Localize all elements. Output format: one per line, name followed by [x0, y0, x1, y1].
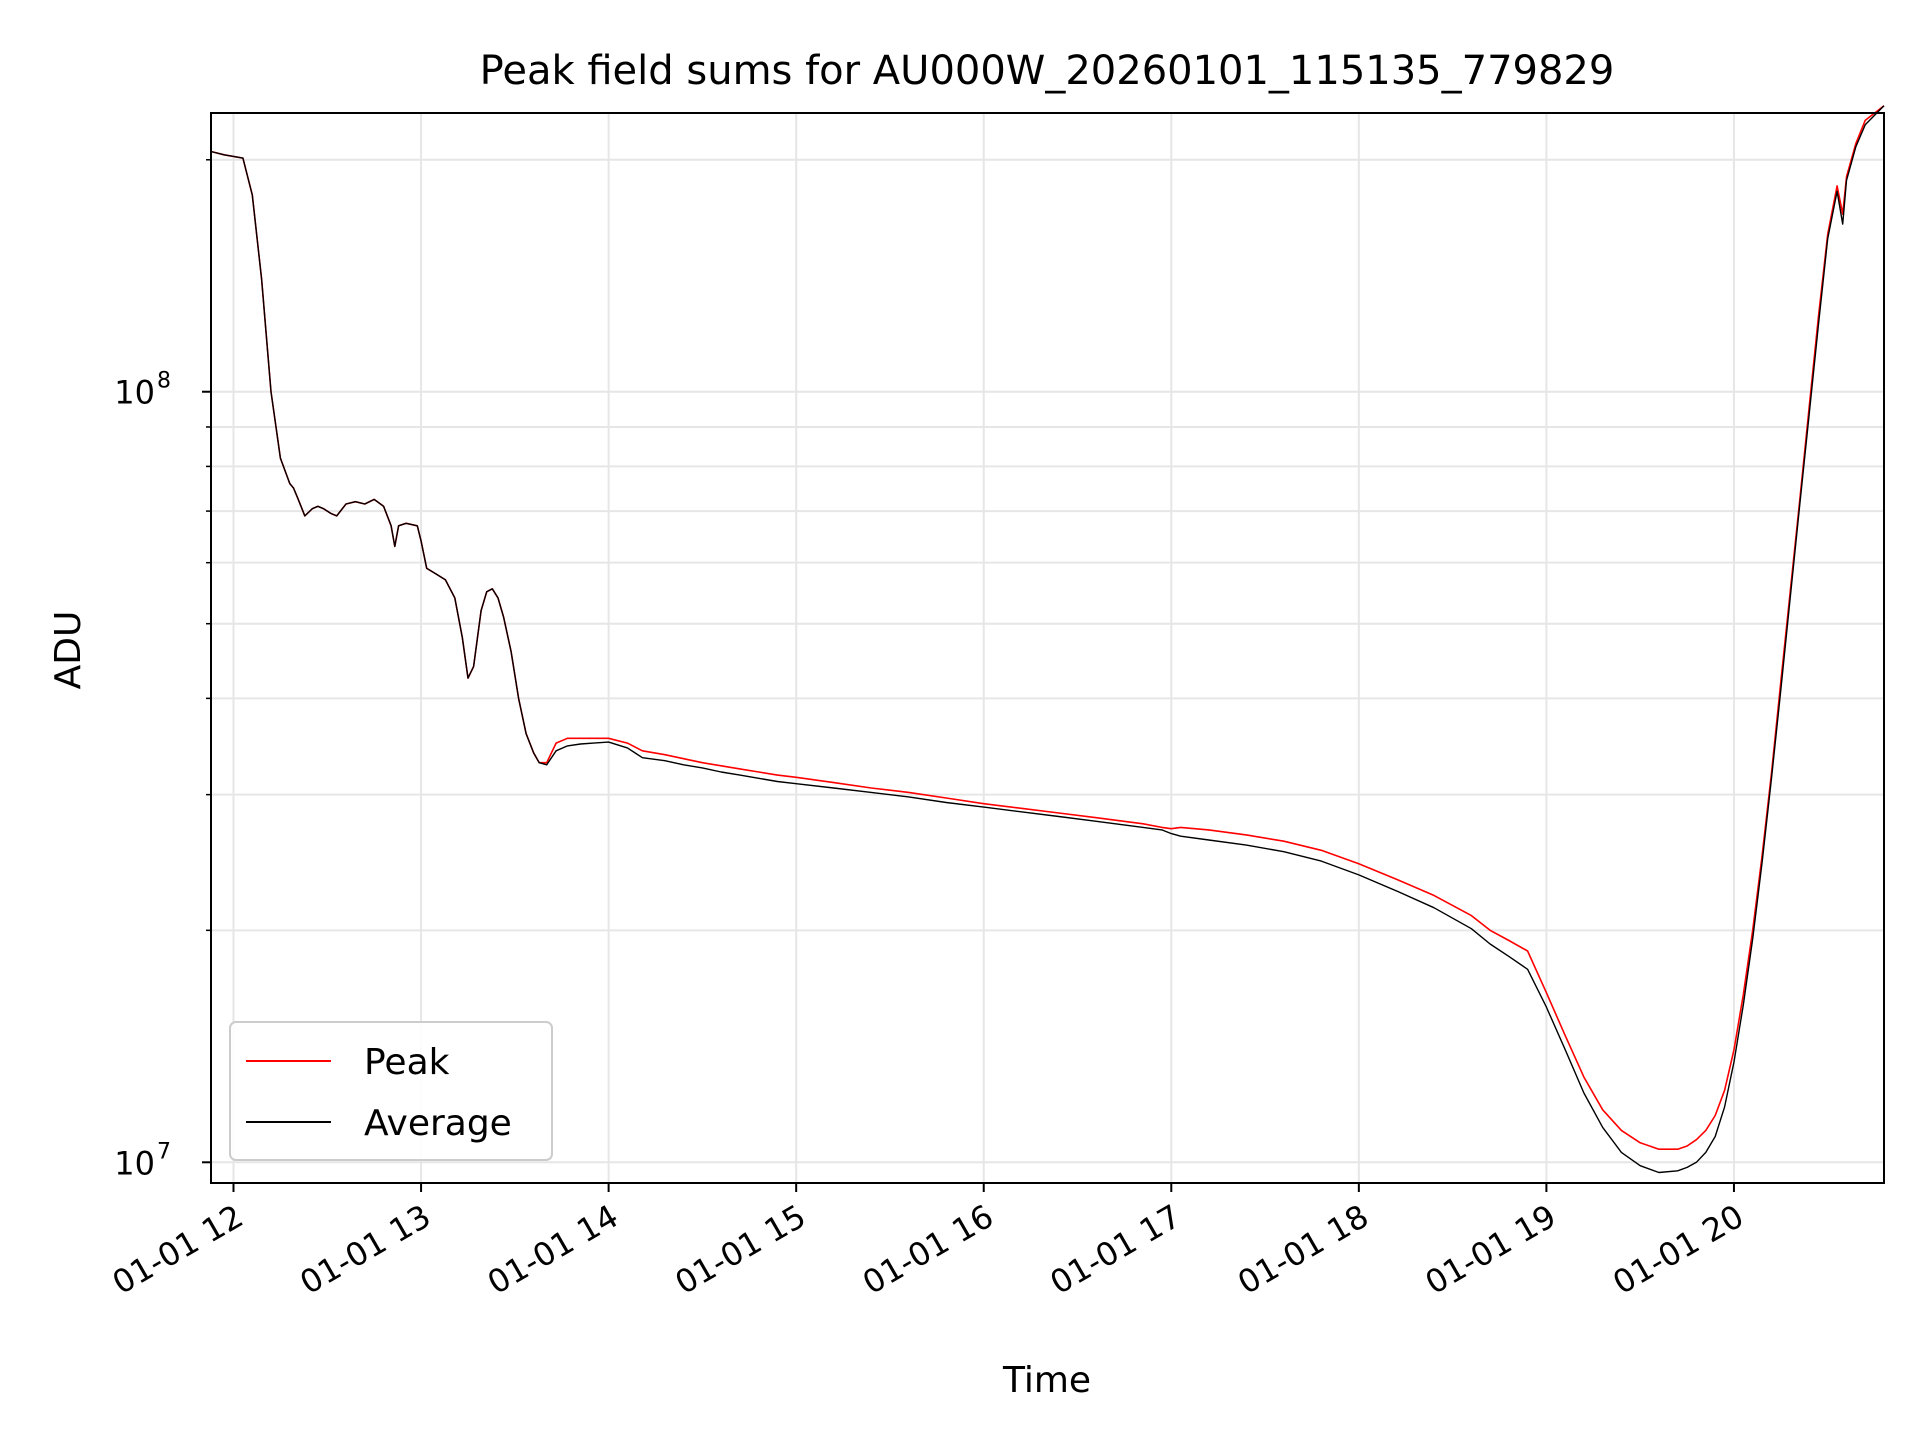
legend-label-peak: Peak — [364, 1042, 450, 1083]
y-tick-label-exponent-1: 8 — [157, 369, 171, 394]
legend-label-average: Average — [364, 1103, 512, 1144]
x-axis-label: Time — [1002, 1360, 1091, 1401]
y-axis-label: ADU — [48, 611, 89, 690]
plot-frame — [210, 112, 1885, 1184]
legend-box — [229, 1021, 553, 1161]
y-tick-label-exponent-0: 7 — [157, 1139, 171, 1164]
y-tick-label-0: 10 — [114, 1144, 155, 1182]
legend: Peak Average — [229, 1021, 553, 1161]
grid — [211, 113, 1884, 1183]
y-tick-label-1: 10 — [114, 374, 155, 412]
series-line-average — [210, 105, 1885, 1174]
series-layer — [210, 105, 1885, 1174]
chart-title: Peak field sums for AU000W_20260101_1151… — [480, 48, 1615, 94]
